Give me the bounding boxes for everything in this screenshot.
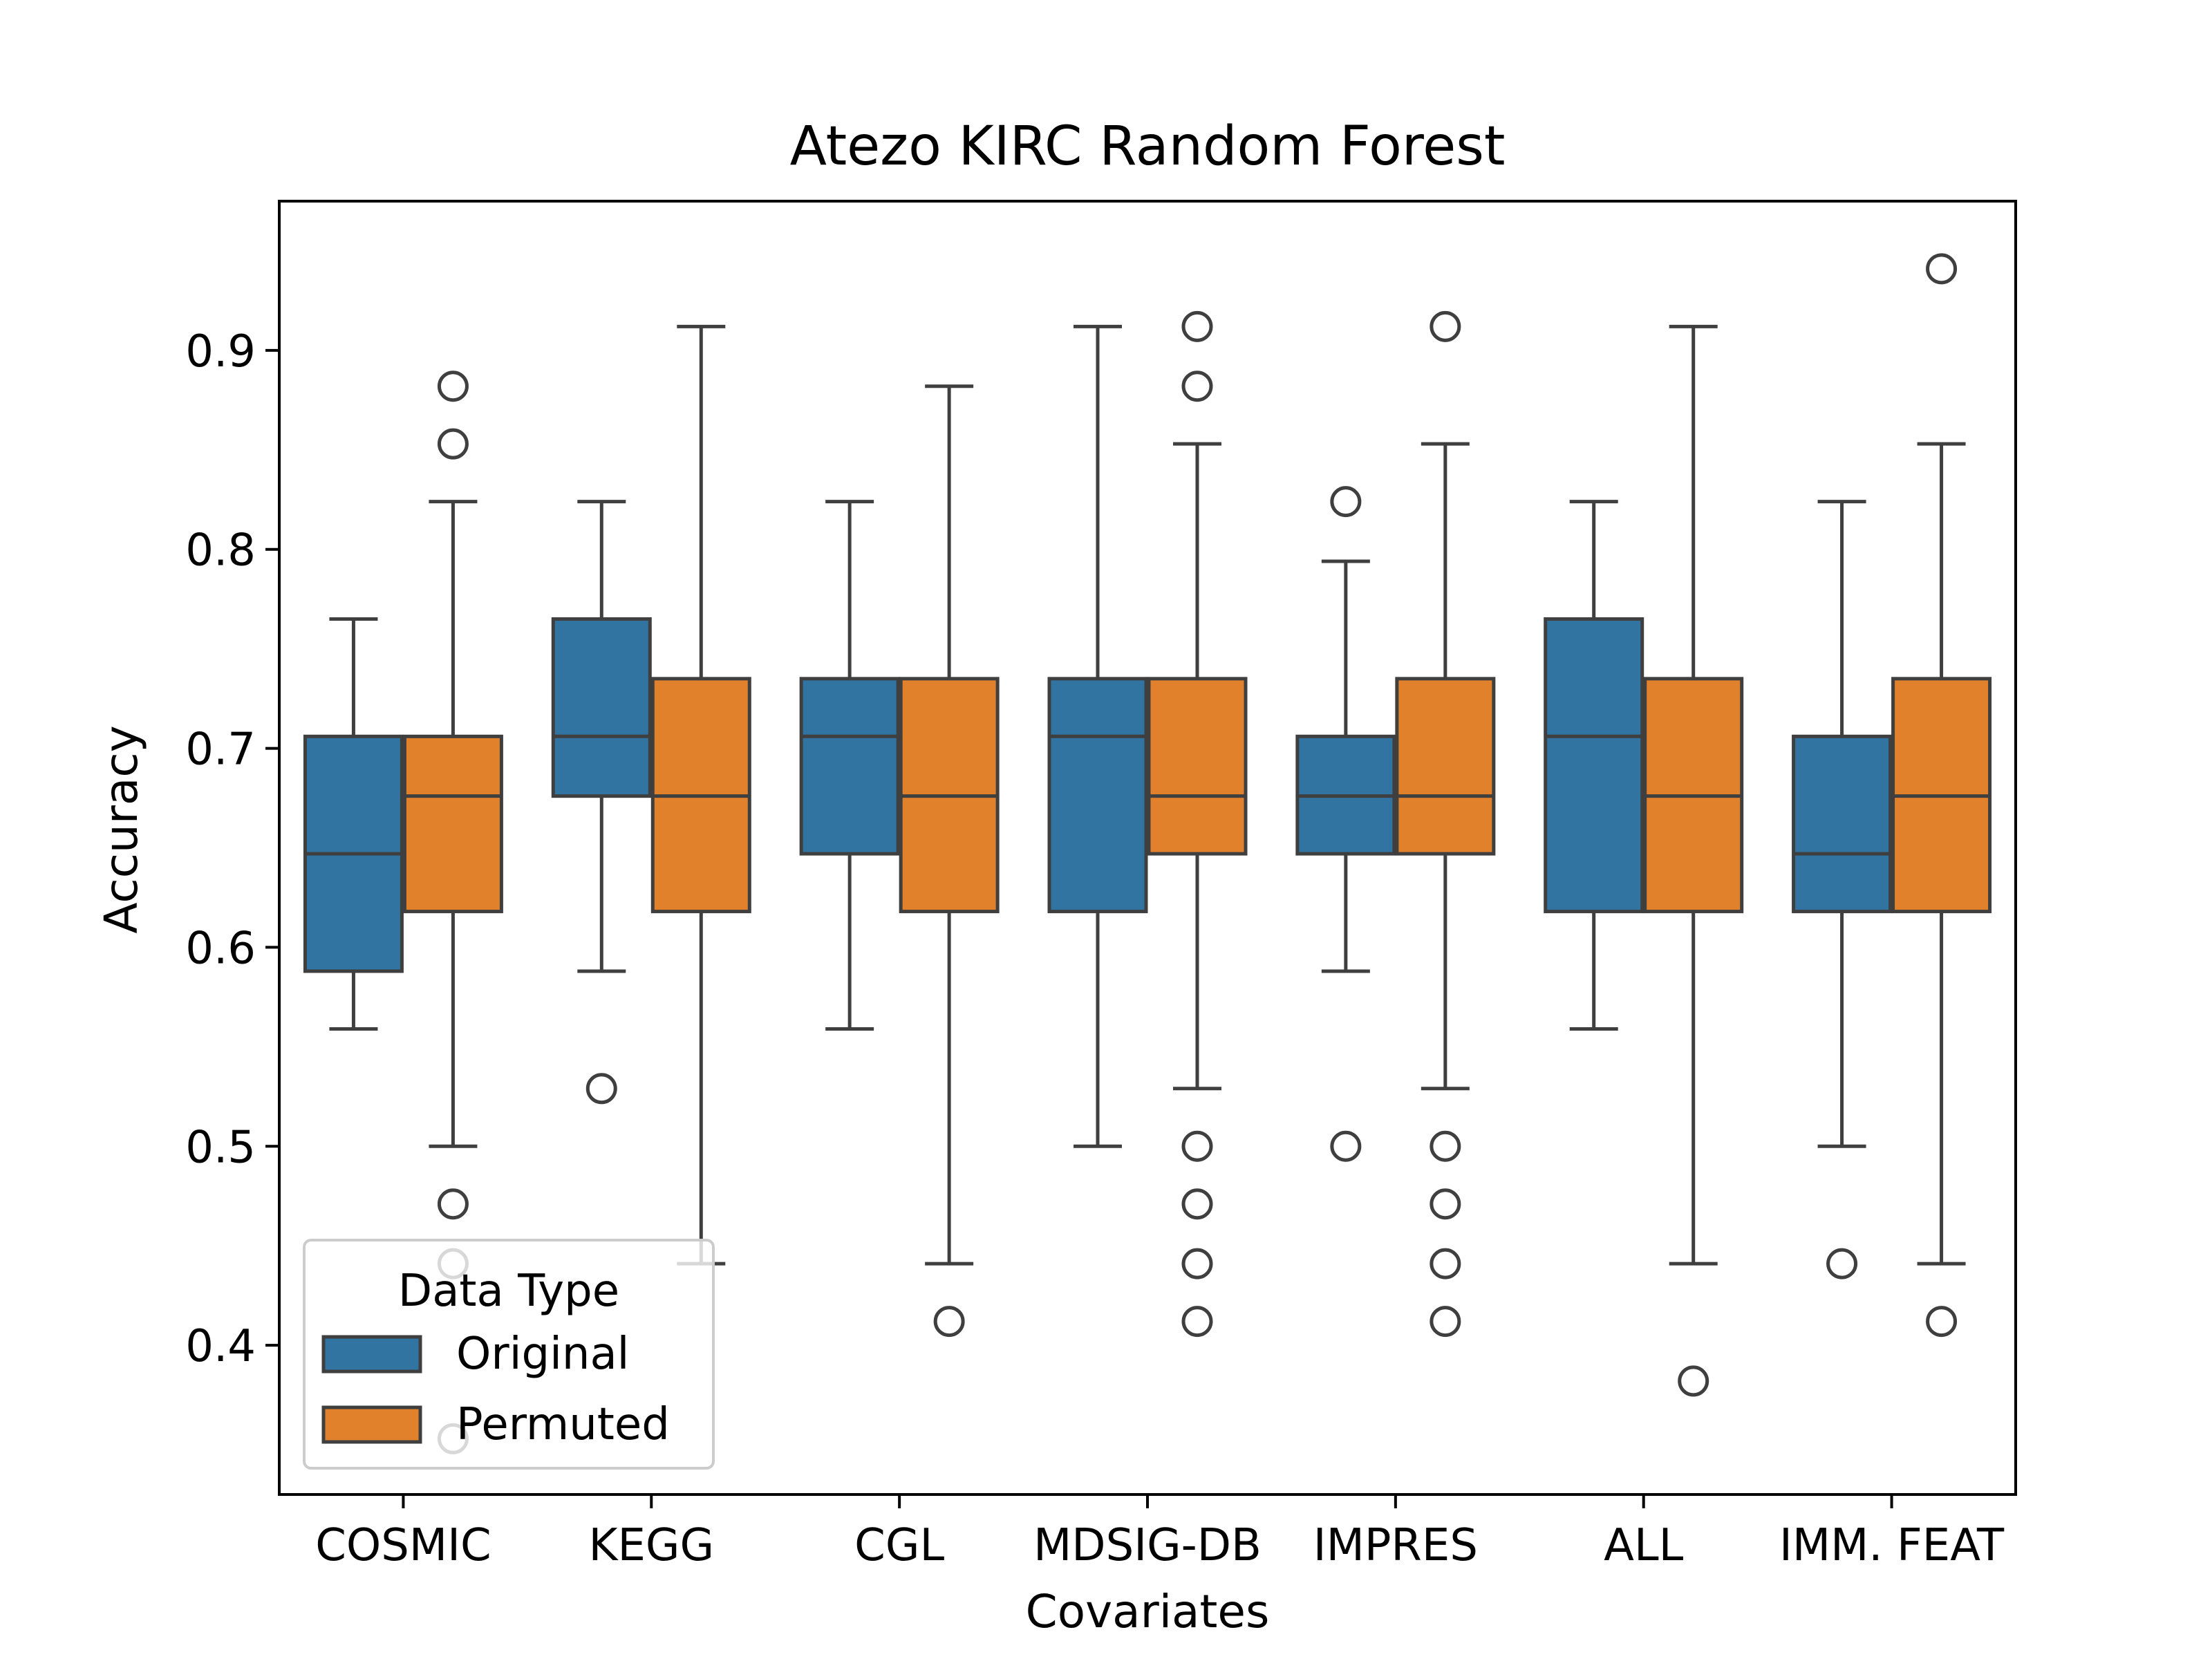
box-body (1147, 677, 1248, 856)
box-original-cosmic (303, 617, 404, 1031)
outlier-point (1430, 1248, 1461, 1280)
legend-swatch-original (321, 1335, 422, 1374)
outlier-point (437, 371, 469, 402)
x-tick-label: CGL (854, 1520, 944, 1571)
outlier-point (1181, 1130, 1213, 1162)
x-axis-label: Covariates (1026, 1585, 1270, 1638)
box-permuted-cgl (899, 384, 1000, 1338)
box-permuted-impres (1395, 310, 1496, 1338)
box-body (1395, 677, 1496, 856)
outlier-point (1181, 1306, 1213, 1338)
x-tick-label: MDSIG-DB (1033, 1520, 1262, 1571)
box-permuted-kegg (650, 324, 751, 1266)
y-tick-label: 0.5 (185, 1122, 256, 1173)
y-tick-label: 0.8 (185, 525, 256, 577)
box-original-imm-feat (1792, 500, 1893, 1280)
outlier-point (933, 1306, 965, 1338)
box-body (1047, 677, 1148, 914)
outlier-point (437, 428, 469, 460)
x-tick-label: IMM. FEAT (1779, 1520, 2005, 1571)
outlier-point (1826, 1248, 1858, 1280)
outlier-point (1430, 1188, 1461, 1220)
box-original-cgl (799, 500, 900, 1031)
y-axis-label: Accuracy (95, 725, 148, 933)
box-permuted-imm-feat (1891, 253, 1992, 1338)
box-body (799, 677, 900, 856)
box-original-mdsig-db (1047, 324, 1148, 1148)
box-body (1792, 734, 1893, 914)
legend-label-original: Original (456, 1329, 629, 1380)
outlier-point (1430, 1306, 1461, 1338)
box-original-all (1544, 500, 1644, 1031)
outlier-point (1330, 1130, 1362, 1162)
outlier-point (1181, 1188, 1213, 1220)
x-tick-label: ALL (1604, 1520, 1683, 1571)
outlier-point (585, 1073, 617, 1105)
axes-frame (278, 200, 2017, 1496)
y-tick-label: 0.7 (185, 724, 256, 776)
outlier-point (1926, 253, 1958, 285)
legend-label-permuted: Permuted (456, 1399, 670, 1450)
outlier-point (1330, 486, 1362, 518)
y-tick-label: 0.9 (185, 326, 256, 377)
box-body (1544, 617, 1644, 914)
outlier-point (1678, 1365, 1709, 1397)
box-permuted-all (1643, 324, 1744, 1397)
outlier-point (1181, 371, 1213, 402)
legend-title: Data Type (398, 1266, 619, 1317)
outlier-point (1181, 1248, 1213, 1280)
outlier-point (1430, 1130, 1461, 1162)
box-body (551, 617, 652, 798)
legend-swatch-permuted (321, 1405, 422, 1444)
outlier-point (1926, 1306, 1958, 1338)
box-permuted-mdsig-db (1147, 310, 1248, 1338)
legend: Data Type Original Permuted (303, 1239, 715, 1470)
box-body (402, 734, 503, 914)
x-tick-label: KEGG (588, 1520, 714, 1571)
outlier-point (1430, 310, 1461, 342)
plot-area: 0.4 0.5 0.6 0.7 0.8 0.9 COSMIC KEGG CGL MDSIG-DB I… (185, 200, 2017, 1571)
y-tick-label: 0.6 (185, 923, 256, 974)
outlier-point (1181, 310, 1213, 342)
box-original-kegg (551, 500, 652, 1105)
box-original-impres (1295, 486, 1396, 1162)
y-tick-label: 0.4 (185, 1321, 256, 1372)
chart-title: Atezo KIRC Random Forest (790, 115, 1506, 178)
x-tick-label: IMPRES (1313, 1520, 1478, 1571)
x-tick-label: COSMIC (315, 1520, 491, 1571)
outlier-point (437, 1188, 469, 1220)
